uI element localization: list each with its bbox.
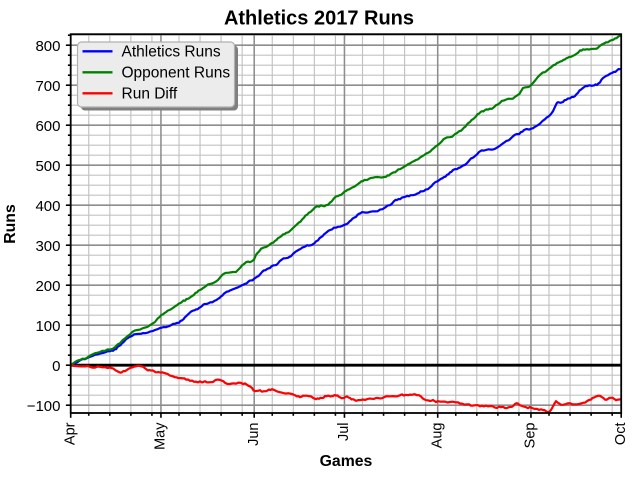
svg-text:700: 700 xyxy=(35,78,60,95)
svg-text:0: 0 xyxy=(52,358,60,375)
svg-text:−100: −100 xyxy=(27,398,61,415)
svg-text:800: 800 xyxy=(35,38,60,55)
svg-text:300: 300 xyxy=(35,238,60,255)
svg-text:Oct: Oct xyxy=(613,423,629,446)
svg-text:Runs: Runs xyxy=(2,204,19,244)
svg-text:Opponent Runs: Opponent Runs xyxy=(122,65,231,82)
svg-text:Aug: Aug xyxy=(429,423,445,449)
svg-text:400: 400 xyxy=(35,198,60,215)
svg-text:Jul: Jul xyxy=(336,423,352,442)
svg-text:Sep: Sep xyxy=(523,423,539,449)
svg-text:100: 100 xyxy=(35,318,60,335)
svg-text:Jun: Jun xyxy=(246,423,262,446)
svg-text:Athletics 2017 Runs: Athletics 2017 Runs xyxy=(224,7,414,29)
svg-text:Apr: Apr xyxy=(62,422,78,445)
svg-text:Games: Games xyxy=(320,453,373,470)
svg-text:Run Diff: Run Diff xyxy=(122,86,178,103)
svg-text:May: May xyxy=(153,422,169,450)
svg-text:Athletics Runs: Athletics Runs xyxy=(122,44,221,61)
svg-text:600: 600 xyxy=(35,118,60,135)
svg-text:500: 500 xyxy=(35,158,60,175)
svg-text:200: 200 xyxy=(35,278,60,295)
